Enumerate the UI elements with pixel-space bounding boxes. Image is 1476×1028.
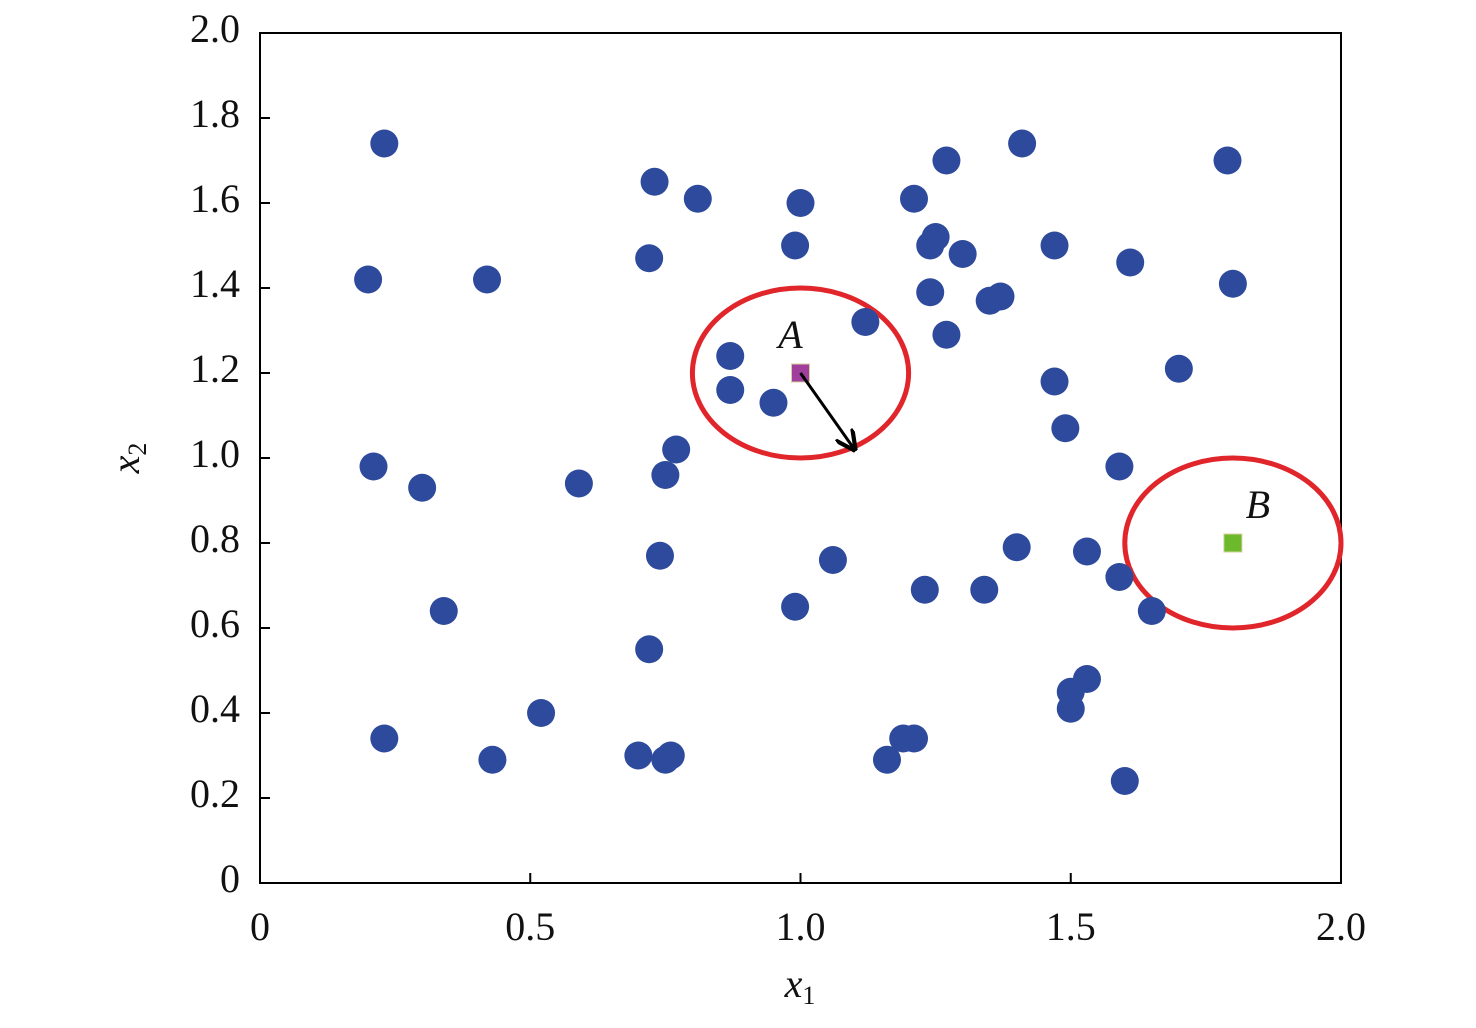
- point: [910, 575, 939, 604]
- x-tick-label: 0.5: [505, 904, 555, 949]
- x-tick-label: 2.0: [1316, 904, 1366, 949]
- point: [1110, 767, 1139, 795]
- point: [473, 265, 502, 294]
- point: [932, 146, 961, 175]
- x-tick-label: 1.0: [776, 904, 826, 949]
- point: [354, 265, 383, 294]
- point: [932, 320, 961, 349]
- y-tick-label: 0.2: [190, 771, 240, 816]
- point: [1002, 533, 1031, 562]
- x-axis-label-base: x: [784, 961, 803, 1006]
- point: [716, 342, 745, 370]
- point: [370, 129, 399, 158]
- point: [781, 592, 810, 621]
- point: [1223, 533, 1243, 553]
- point: [683, 184, 712, 213]
- point: [370, 724, 399, 753]
- point: [645, 541, 674, 570]
- point: [716, 376, 745, 404]
- y-tick-label: 0.6: [190, 601, 240, 646]
- point: [781, 231, 810, 260]
- point: [900, 724, 929, 753]
- point: [786, 189, 815, 217]
- y-tick-label: 1.2: [190, 346, 240, 391]
- y-axis-label-sub: 2: [123, 443, 152, 456]
- point: [986, 282, 1015, 311]
- point-label: A: [775, 312, 803, 357]
- point: [635, 244, 664, 273]
- x-tick-label: 1.5: [1046, 904, 1096, 949]
- y-tick-label: 0.8: [190, 516, 240, 561]
- arrow: [799, 372, 855, 450]
- y-tick-label: 0: [220, 856, 240, 901]
- point: [900, 184, 929, 213]
- point: [1213, 146, 1242, 175]
- point: [624, 741, 653, 770]
- point: [662, 435, 691, 464]
- point: [916, 278, 945, 307]
- point: [818, 546, 847, 574]
- y-tick-label: 1.4: [190, 261, 240, 306]
- point: [851, 308, 880, 336]
- y-tick-label: 1.6: [190, 176, 240, 221]
- point: [759, 388, 788, 417]
- point: [1116, 248, 1145, 277]
- y-tick-label: 1.8: [190, 91, 240, 136]
- point: [916, 231, 945, 260]
- y-tick-label: 2.0: [190, 6, 240, 51]
- y-axis-label-base: x: [103, 455, 148, 474]
- point: [408, 473, 437, 502]
- x-axis-label-sub: 1: [802, 981, 815, 1010]
- region-circle: [689, 285, 912, 461]
- point: [872, 745, 901, 774]
- point: [1164, 354, 1193, 383]
- y-axis-label: x2: [103, 443, 152, 475]
- point: [1072, 665, 1101, 693]
- point: [1072, 537, 1101, 566]
- y-tick-label: 1.0: [190, 431, 240, 476]
- point: [651, 461, 680, 489]
- point: [1105, 563, 1134, 591]
- point: [564, 469, 593, 498]
- point: [1056, 694, 1085, 723]
- point: [429, 597, 458, 625]
- point: [1218, 269, 1247, 298]
- point: [1040, 367, 1069, 396]
- x-tick-label: 0: [250, 904, 270, 949]
- region-circle: [1122, 455, 1344, 631]
- point: [948, 240, 977, 268]
- point: [1008, 129, 1037, 158]
- point-label: B: [1246, 482, 1270, 527]
- point: [640, 167, 669, 196]
- point: [1040, 231, 1069, 260]
- point: [1051, 414, 1080, 443]
- point: [970, 575, 999, 604]
- point: [527, 699, 556, 727]
- point: [1105, 452, 1134, 481]
- point: [635, 635, 664, 664]
- point: [656, 741, 685, 770]
- point: [478, 745, 507, 774]
- point: [1137, 597, 1166, 625]
- x-axis-label: x1: [784, 961, 816, 1010]
- point: [359, 452, 388, 481]
- y-tick-label: 0.4: [190, 686, 240, 731]
